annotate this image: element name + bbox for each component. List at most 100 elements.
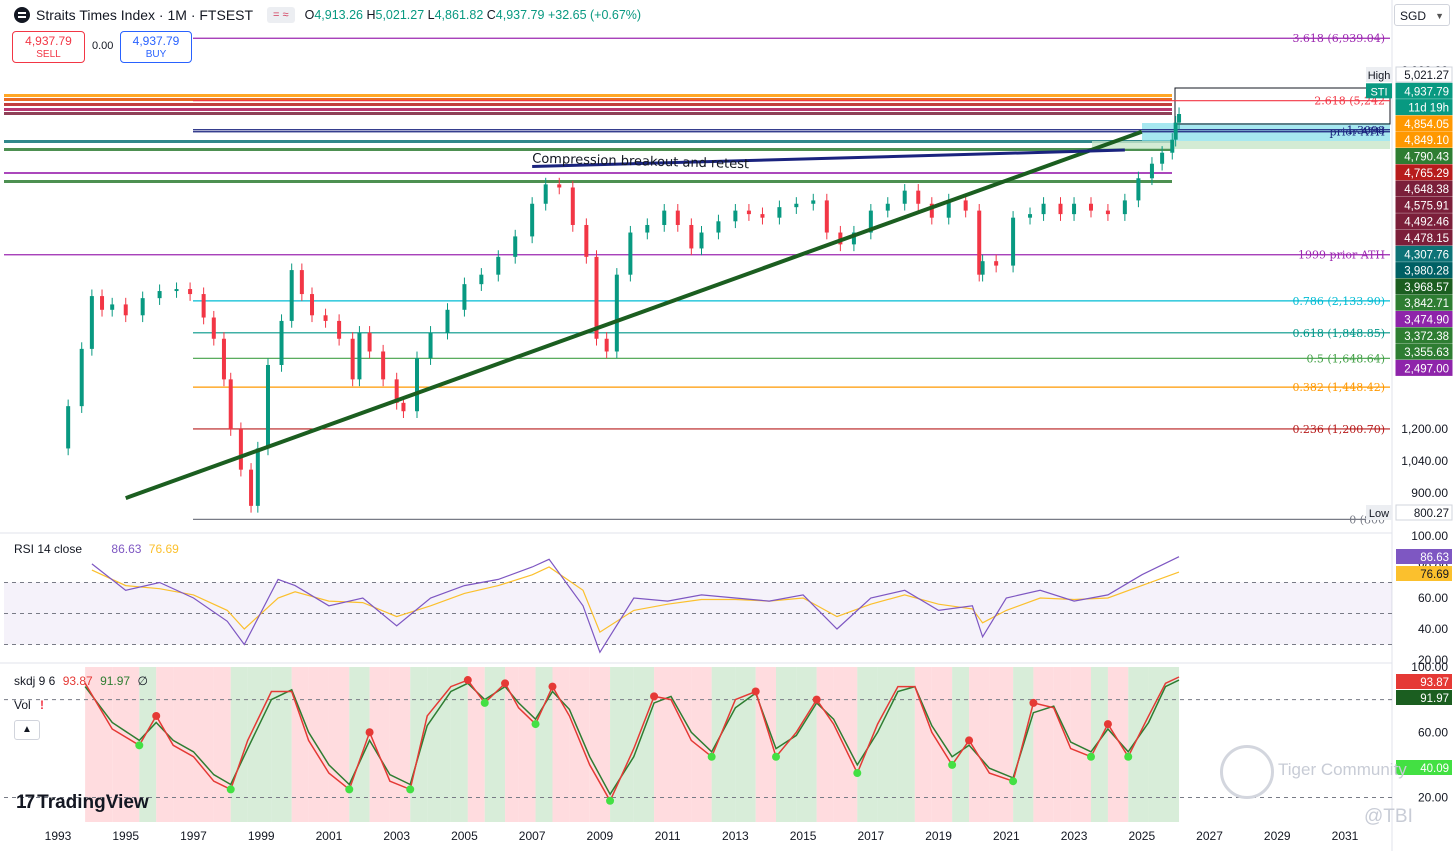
candle-body (699, 232, 704, 249)
skdj-axis-tick: 60.00 (1418, 725, 1448, 739)
fib-level-label: 1999 prior ATH (1298, 249, 1385, 262)
symbol-title[interactable]: Straits Times Index · 1M · FTSEST (36, 7, 254, 23)
price-tag-prefix (1366, 83, 1392, 99)
currency-selector[interactable]: SGD ▼ (1394, 4, 1450, 26)
x-axis-tick: 2017 (857, 829, 884, 843)
vol-legend[interactable]: Vol ! (14, 698, 44, 712)
warning-icon[interactable]: ! (40, 698, 45, 712)
candle-body (66, 406, 71, 449)
candle-body (157, 291, 162, 299)
x-axis-tick: 2019 (925, 829, 952, 843)
sell-button[interactable]: 4,937.79 SELL (12, 31, 85, 63)
skdj-trend-shade (877, 667, 898, 822)
candle-body (415, 358, 420, 412)
rsi-title: RSI 14 close (14, 542, 83, 556)
candle-body (760, 214, 765, 218)
candle-body (902, 190, 907, 204)
fib-level-label: 0.5 (1,648.64) (1306, 352, 1385, 365)
price-tag-value: 2,497.00 (1404, 363, 1449, 375)
x-axis-tick: 2015 (790, 829, 817, 843)
price-tag-value: 3,842.71 (1404, 298, 1449, 310)
price-tag-value: 800.27 (1414, 508, 1449, 520)
candle-body (675, 210, 680, 225)
candle-body (89, 296, 94, 349)
price-tag-value: 4,307.76 (1404, 249, 1449, 261)
skdj-k-value: 93.87 (62, 674, 93, 688)
price-tag (1395, 327, 1453, 344)
price-tag (1395, 196, 1453, 213)
candle-body (289, 270, 294, 321)
price-tag (1395, 278, 1453, 295)
x-axis-tick: 2009 (587, 829, 614, 843)
skdj-trend-shade (173, 667, 194, 822)
skdj-trend-shade (156, 667, 174, 822)
candle-body (479, 274, 484, 285)
candle-body (628, 232, 633, 275)
skdj-trend-shade (1128, 667, 1149, 822)
price-tag-value: 4,575.91 (1404, 200, 1449, 212)
skdj-trend-shade (467, 667, 485, 822)
price-tag (1395, 213, 1453, 230)
candle-body (1136, 178, 1141, 201)
candle-body (1041, 203, 1046, 215)
x-axis-tick: 1995 (112, 829, 139, 843)
price-tag (1395, 245, 1453, 262)
candle-body (1177, 114, 1182, 123)
skdj-peak-dot (650, 692, 659, 701)
candle-body (980, 261, 985, 275)
price-tag (1395, 148, 1453, 164)
x-axis-tick: 2001 (316, 829, 343, 843)
candle-body (746, 210, 751, 215)
candle-body (604, 338, 609, 352)
candle-body (367, 332, 372, 352)
rising-trendline (125, 129, 1143, 501)
x-axis-tick: 2023 (1061, 829, 1088, 843)
price-tag (1395, 82, 1453, 99)
buy-button[interactable]: 4,937.79 BUY (120, 31, 192, 63)
price-tag (1395, 115, 1453, 132)
x-axis-tick: 1997 (180, 829, 207, 843)
rsi-value-tag-label: 86.63 (1420, 552, 1449, 564)
spread-value: 0.00 (92, 40, 114, 52)
candle-body (994, 261, 999, 266)
compression-trendline (532, 148, 1125, 169)
skdj-trough-dot (531, 720, 540, 729)
rsi-legend[interactable]: RSI 14 close 86.63 76.69 (14, 542, 179, 556)
y-axis-tick: 1,040.00 (1401, 454, 1448, 468)
skdj-peak-dot (152, 711, 161, 720)
sell-label: SELL (36, 49, 61, 60)
skdj-trend-shade (969, 667, 990, 822)
skdj-trend-shade (857, 667, 878, 822)
price-tag-value: 4,849.10 (1404, 135, 1449, 147)
skdj-peak-dot (812, 695, 821, 704)
resistance-band (4, 148, 1172, 151)
ohlc-readout: O4,913.26 H5,021.27 L4,861.82 C4,937.79 … (304, 8, 642, 22)
chart-header: Straits Times Index · 1M · FTSEST = ≈ O4… (14, 5, 641, 25)
price-tag (1395, 504, 1453, 521)
candle-body (513, 236, 518, 257)
skdj-trend-shade (1090, 667, 1108, 822)
skdj-peak-dot (365, 728, 374, 737)
skdj-trend-shade (633, 667, 655, 822)
candle-body (1170, 139, 1175, 153)
header-badges[interactable]: = ≈ (267, 7, 295, 23)
collapse-chevron-up-icon[interactable]: ▲ (14, 720, 40, 740)
skdj-trend-shade (369, 667, 390, 822)
skdj-value-tag (1396, 690, 1452, 705)
price-tag-value: 11d 19h (1408, 103, 1449, 115)
x-axis-tick: 2013 (722, 829, 749, 843)
skdj-trough-dot (1009, 777, 1018, 786)
candle-body (201, 294, 206, 318)
skdj-legend[interactable]: skdj 9 6 93.87 91.97 ∅ (14, 674, 148, 688)
candle-body (1149, 163, 1154, 179)
candle-body (1088, 203, 1093, 211)
x-axis-tick: 2027 (1196, 829, 1223, 843)
candle-body (255, 448, 260, 506)
candle-body (645, 224, 650, 233)
x-axis-tick: 2011 (655, 829, 681, 843)
price-tag-value: 3,980.28 (1404, 266, 1449, 278)
skdj-trough-dot (853, 769, 862, 778)
price-tag (1395, 262, 1453, 279)
candle-body (265, 364, 270, 449)
